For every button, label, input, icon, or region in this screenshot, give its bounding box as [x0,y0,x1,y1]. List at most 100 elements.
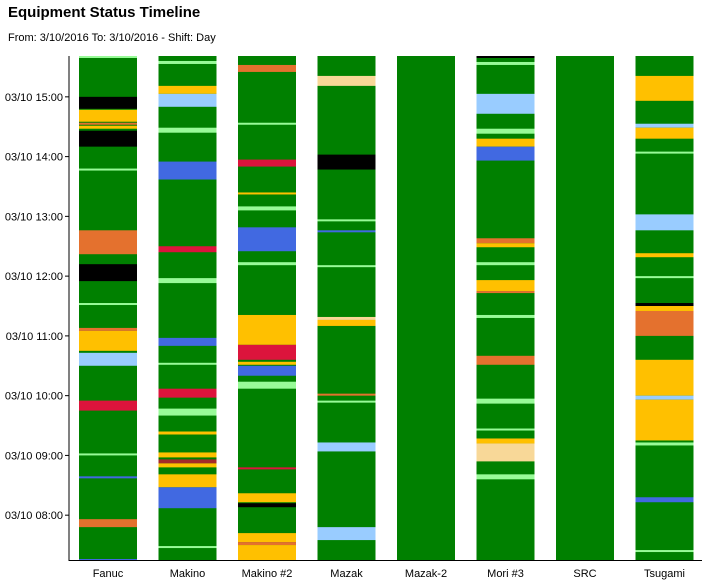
status-segment-light-green [79,168,137,171]
status-segment-gold [79,125,137,129]
status-segment-blue [476,146,535,161]
chart-title: Equipment Status Timeline [8,4,201,21]
status-segment-blue [158,337,217,346]
status-segment-light-green [79,56,137,58]
status-segment-light-green [158,127,217,133]
machine-bar-mori-3[interactable] [476,56,535,560]
x-tick-label: SRC [573,568,596,580]
status-segment-red [158,246,217,253]
machine-bar-src[interactable] [556,56,614,560]
y-tick-label: 03/10 10:00 [5,391,63,403]
status-segment-light-blue [635,395,694,400]
status-segment-blue [238,227,296,252]
status-segment-running [397,56,455,560]
machine-bar-makino-2[interactable] [238,56,296,560]
machine-bar-tsugami[interactable] [635,56,694,560]
y-tick-label: 03/10 14:00 [5,152,63,164]
status-segment-tan [317,75,376,86]
status-segment-gold [238,361,296,365]
x-tick-label: Mori #3 [487,568,524,580]
status-segment-orange [79,122,137,125]
status-segment-light-green [158,408,217,416]
status-segment-light-blue [635,214,694,231]
status-segment-blue [158,161,217,180]
status-segment-running [238,56,296,560]
status-segment-light-blue [476,93,535,114]
status-segment-red [158,388,217,398]
status-segment-blue [158,487,217,509]
status-segment-black [238,503,296,508]
status-segment-light-blue [79,352,137,366]
status-segment-gold [238,545,296,560]
status-segment-light-green [476,262,535,266]
machine-bar-fanuc[interactable] [79,56,137,562]
status-segment-light-green [158,546,217,549]
status-segment-light-green [317,400,376,403]
status-segment-gold [158,474,217,488]
x-tick-label: Mazak-2 [405,568,447,580]
status-segment-light-green [476,128,535,134]
status-segment-light-green [476,314,535,318]
status-segment-gold [158,85,217,94]
status-segment-gold [238,493,296,503]
status-segment-light-blue [317,442,376,452]
machine-bar-mazak-2[interactable] [397,56,455,560]
status-segment-dark-red [158,459,217,464]
status-segment-black [79,264,137,282]
status-segment-gold [635,253,694,258]
status-segment-light-green [476,398,535,404]
y-tick-label: 03/10 09:00 [5,450,63,462]
status-segment-orange [238,542,296,546]
status-segment-gold [476,138,535,147]
status-segment-running [556,56,614,560]
status-segment-black [635,303,694,307]
status-segment-light-green [158,278,217,284]
status-segment-light-green [238,206,296,211]
status-segment-gold [476,243,535,248]
status-segment-black [79,96,137,109]
status-segment-red [238,159,296,167]
status-segment-gold [635,359,694,396]
status-segment-light-green [238,262,296,266]
status-segment-light-green [238,122,296,125]
status-segment-light-blue [158,93,217,107]
y-tick-label: 03/10 15:00 [5,92,63,104]
status-segment-light-green [476,474,535,480]
status-segment-black [79,130,137,147]
status-segment-gold [79,109,137,122]
status-segment-black [476,56,535,58]
status-segment-orange [238,64,296,72]
status-segment-orange [79,519,137,528]
y-tick-label: 03/10 08:00 [5,510,63,522]
y-tick-label: 03/10 12:00 [5,271,63,283]
status-segment-orange [476,238,535,244]
status-segment-red [238,344,296,360]
status-segment-gold [635,75,694,101]
x-tick-label: Mazak [330,568,363,580]
status-segment-gold [635,399,694,441]
status-segment-orange [476,291,535,294]
status-segment-black [317,154,376,170]
status-segment-gold [238,533,296,543]
chart-axes: Fanuc Makino Makino #2 Mazak Mazak-2 Mori #3 S… [5,56,702,580]
status-segment-red [238,467,296,470]
x-tick-label: Makino #2 [242,568,293,580]
status-segment-light-green [238,381,296,389]
status-segment-gold [158,463,217,468]
status-segment-light-blue [635,123,694,128]
status-segment-blue [635,497,694,503]
status-segment-light-green [635,442,694,446]
status-segment-light-green [635,276,694,279]
status-segment-light-green [317,219,376,222]
status-segment-gold [476,438,535,444]
status-segment-gold [635,306,694,311]
status-segment-gold [476,280,535,292]
status-segment-light-green [635,550,694,553]
status-segment-gold [158,431,217,435]
machine-bar-mazak[interactable] [317,56,376,560]
machine-bar-makino[interactable] [158,56,217,560]
status-segment-light-blue [317,527,376,541]
status-segment-tan [476,443,535,462]
status-segment-light-green [476,61,535,65]
